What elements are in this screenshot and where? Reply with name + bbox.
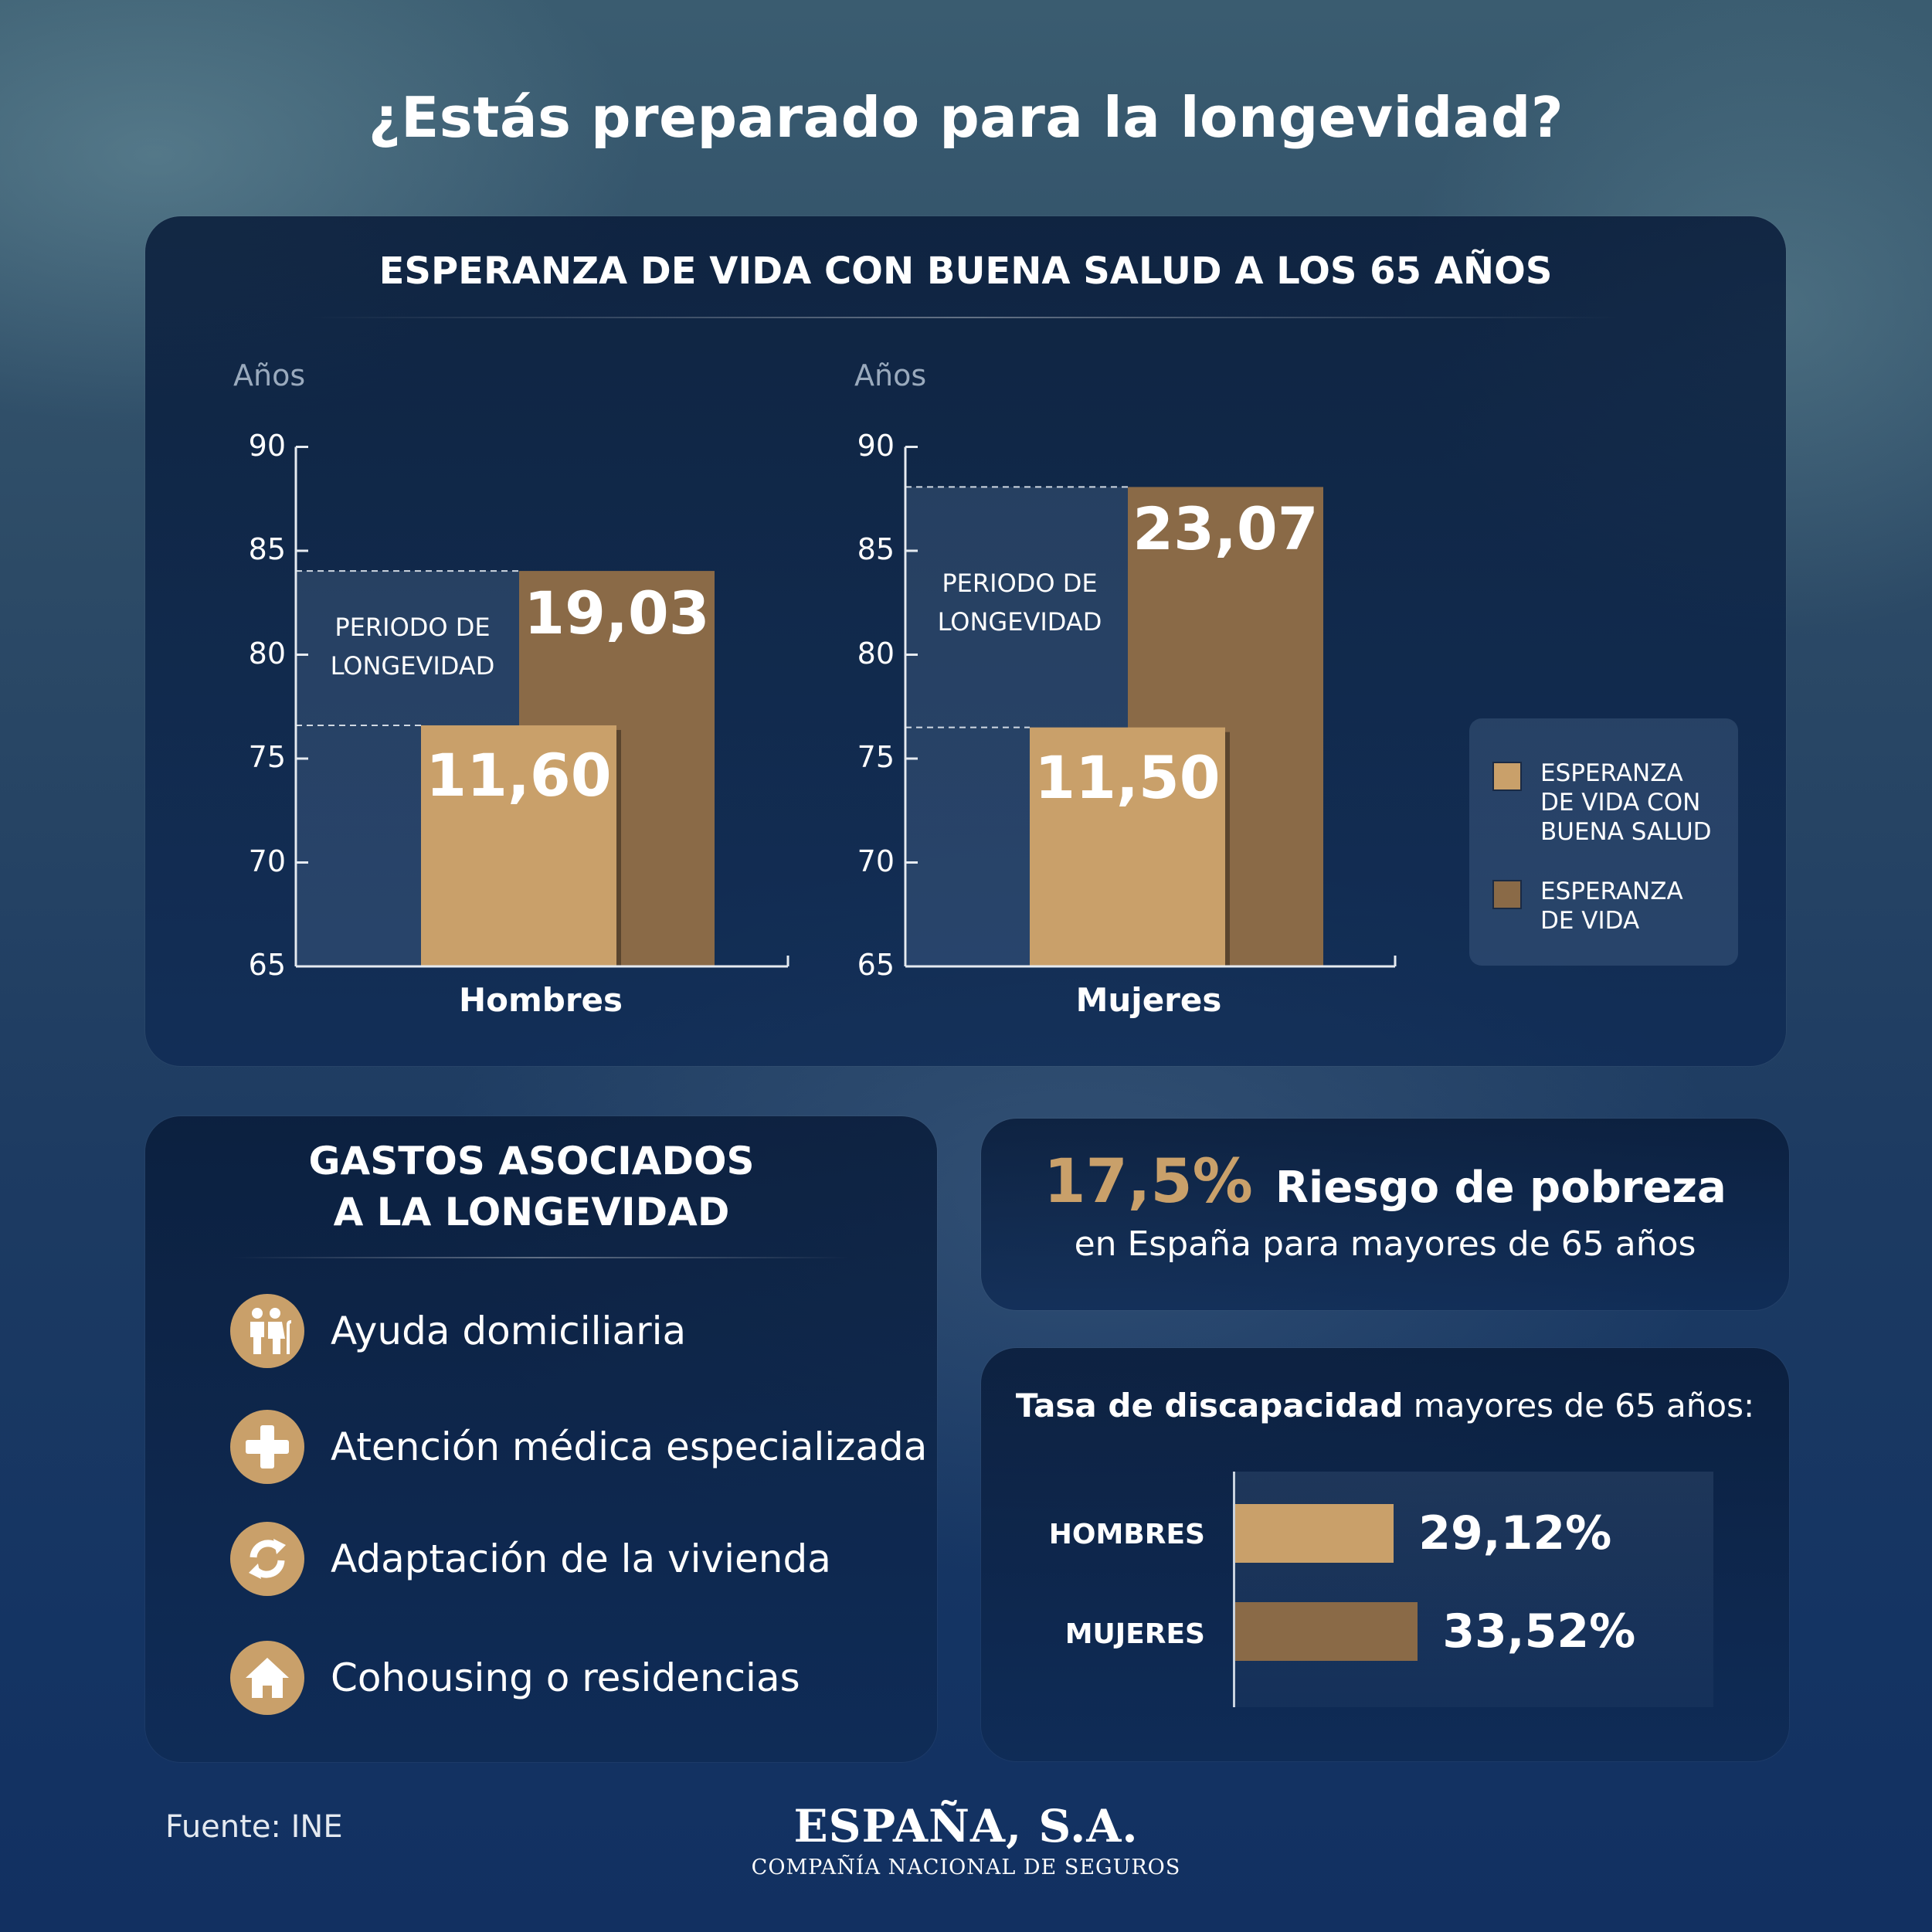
y-tick-label: 80 bbox=[857, 636, 895, 671]
legend-item-healthy: ESPERANZA DE VIDA CON BUENA SALUD bbox=[1492, 759, 1726, 847]
gastos-item-cohousing: Cohousing o residencias bbox=[230, 1641, 800, 1715]
y-unit-mujeres: Años bbox=[854, 358, 927, 392]
chart-legend: ESPERANZA DE VIDA CON BUENA SALUD ESPERA… bbox=[1469, 718, 1738, 966]
period-label-hombres: PERIODO DE LONGEVIDAD bbox=[297, 608, 528, 685]
bar-value-buena-salud: 11,60 bbox=[426, 740, 612, 810]
hbar-value-mujeres: 33,52% bbox=[1442, 1604, 1636, 1659]
pobreza-title: Riesgo de pobreza bbox=[1275, 1163, 1727, 1213]
brand-subtitle: COMPAÑÍA NACIONAL DE SEGUROS bbox=[751, 1856, 1181, 1879]
gastos-label: Adaptación de la vivienda bbox=[331, 1536, 831, 1581]
pobreza-subtitle: en España para mayores de 65 años bbox=[1074, 1224, 1696, 1264]
brand-logo: ESPAÑA, S.A. bbox=[793, 1800, 1139, 1852]
period-label-mujeres: PERIODO DE LONGEVIDAD bbox=[904, 564, 1136, 641]
hbar-mujeres bbox=[1235, 1602, 1418, 1661]
gastos-label: Atención médica especializada bbox=[331, 1424, 928, 1469]
pobreza-panel bbox=[981, 1119, 1789, 1310]
hbar-label-hombres: HOMBRES bbox=[1048, 1519, 1205, 1550]
gastos-label: Cohousing o residencias bbox=[331, 1655, 800, 1700]
elderly-couple-icon bbox=[230, 1294, 304, 1368]
x-category-hombres: Hombres bbox=[458, 981, 623, 1019]
gastos-item-ayuda: Ayuda domiciliaria bbox=[230, 1294, 686, 1368]
bar-esperanza-buena-salud bbox=[1030, 727, 1225, 966]
bar-value-buena-salud: 11,50 bbox=[1034, 742, 1221, 812]
life-expectancy-title: ESPERANZA DE VIDA CON BUENA SALUD A LOS … bbox=[379, 250, 1553, 293]
discapacidad-title: Tasa de discapacidad mayores de 65 años: bbox=[981, 1387, 1789, 1424]
gastos-title: GASTOS ASOCIADOS A LA LONGEVIDAD bbox=[145, 1136, 918, 1238]
legend-line: ESPERANZA bbox=[1540, 759, 1683, 787]
period-line2: LONGEVIDAD bbox=[330, 651, 495, 681]
y-tick-label: 70 bbox=[248, 844, 286, 878]
hbar-hombres bbox=[1235, 1504, 1394, 1563]
x-category-mujeres: Mujeres bbox=[1075, 981, 1222, 1019]
discapacidad-title-rest: mayores de 65 años: bbox=[1403, 1387, 1755, 1424]
y-tick-label: 75 bbox=[857, 740, 895, 774]
gastos-item-medica: Atención médica especializada bbox=[230, 1410, 927, 1484]
life-expectancy-chart bbox=[294, 446, 1397, 968]
bar-esperanza-buena-salud bbox=[421, 725, 616, 966]
y-tick-label: 85 bbox=[248, 532, 286, 566]
y-tick-label: 75 bbox=[248, 740, 286, 774]
pobreza-value: 17,5% bbox=[1044, 1147, 1253, 1217]
discapacidad-title-bold: Tasa de discapacidad bbox=[1015, 1387, 1404, 1424]
period-line1: PERIODO DE bbox=[334, 613, 491, 642]
y-tick-label: 65 bbox=[248, 948, 286, 982]
legend-line: DE VIDA bbox=[1540, 907, 1640, 935]
legend-text-healthy: ESPERANZA DE VIDA CON BUENA SALUD bbox=[1540, 759, 1726, 847]
legend-line: BUENA SALUD bbox=[1540, 818, 1712, 846]
source-note: Fuente: INE bbox=[165, 1809, 343, 1845]
y-tick-label: 85 bbox=[857, 532, 895, 566]
gastos-item-vivienda: Adaptación de la vivienda bbox=[230, 1522, 831, 1596]
house-icon bbox=[230, 1641, 304, 1715]
medical-cross-icon bbox=[230, 1410, 304, 1484]
legend-line: ESPERANZA bbox=[1540, 878, 1683, 905]
y-tick-label: 90 bbox=[857, 428, 895, 463]
gastos-label: Ayuda domiciliaria bbox=[331, 1309, 687, 1353]
bar-value-esperanza-vida: 19,03 bbox=[524, 579, 710, 648]
y-tick-label: 65 bbox=[857, 948, 895, 982]
legend-swatch-healthy bbox=[1492, 762, 1522, 791]
hbar-value-hombres: 29,12% bbox=[1418, 1506, 1612, 1560]
page-title: ¿Estás preparado para la longevidad? bbox=[368, 85, 1564, 150]
life-title-divider bbox=[309, 317, 1622, 318]
y-tick-label: 70 bbox=[857, 844, 895, 878]
legend-text-total: ESPERANZA DE VIDA bbox=[1540, 877, 1726, 935]
y-tick-label: 80 bbox=[248, 636, 286, 671]
legend-item-total: ESPERANZA DE VIDA bbox=[1492, 877, 1726, 935]
period-line2: LONGEVIDAD bbox=[937, 607, 1102, 637]
legend-swatch-total bbox=[1492, 880, 1522, 909]
period-line1: PERIODO DE bbox=[942, 569, 1098, 598]
life-expectancy-panel bbox=[145, 216, 1786, 1066]
pobreza-headline: 17,5% Riesgo de pobreza bbox=[981, 1147, 1789, 1217]
bar-value-esperanza-vida: 23,07 bbox=[1132, 494, 1319, 564]
gastos-title-line: A LA LONGEVIDAD bbox=[333, 1190, 730, 1234]
hbar-label-mujeres: MUJERES bbox=[1064, 1618, 1205, 1650]
refresh-arrows-icon bbox=[230, 1522, 304, 1596]
y-unit-hombres: Años bbox=[233, 358, 306, 392]
discapacidad-axis bbox=[1233, 1472, 1235, 1707]
legend-line: DE VIDA CON bbox=[1540, 789, 1701, 817]
gastos-title-line: GASTOS ASOCIADOS bbox=[308, 1139, 755, 1183]
y-tick-label: 90 bbox=[248, 428, 286, 463]
gastos-divider bbox=[232, 1257, 850, 1258]
